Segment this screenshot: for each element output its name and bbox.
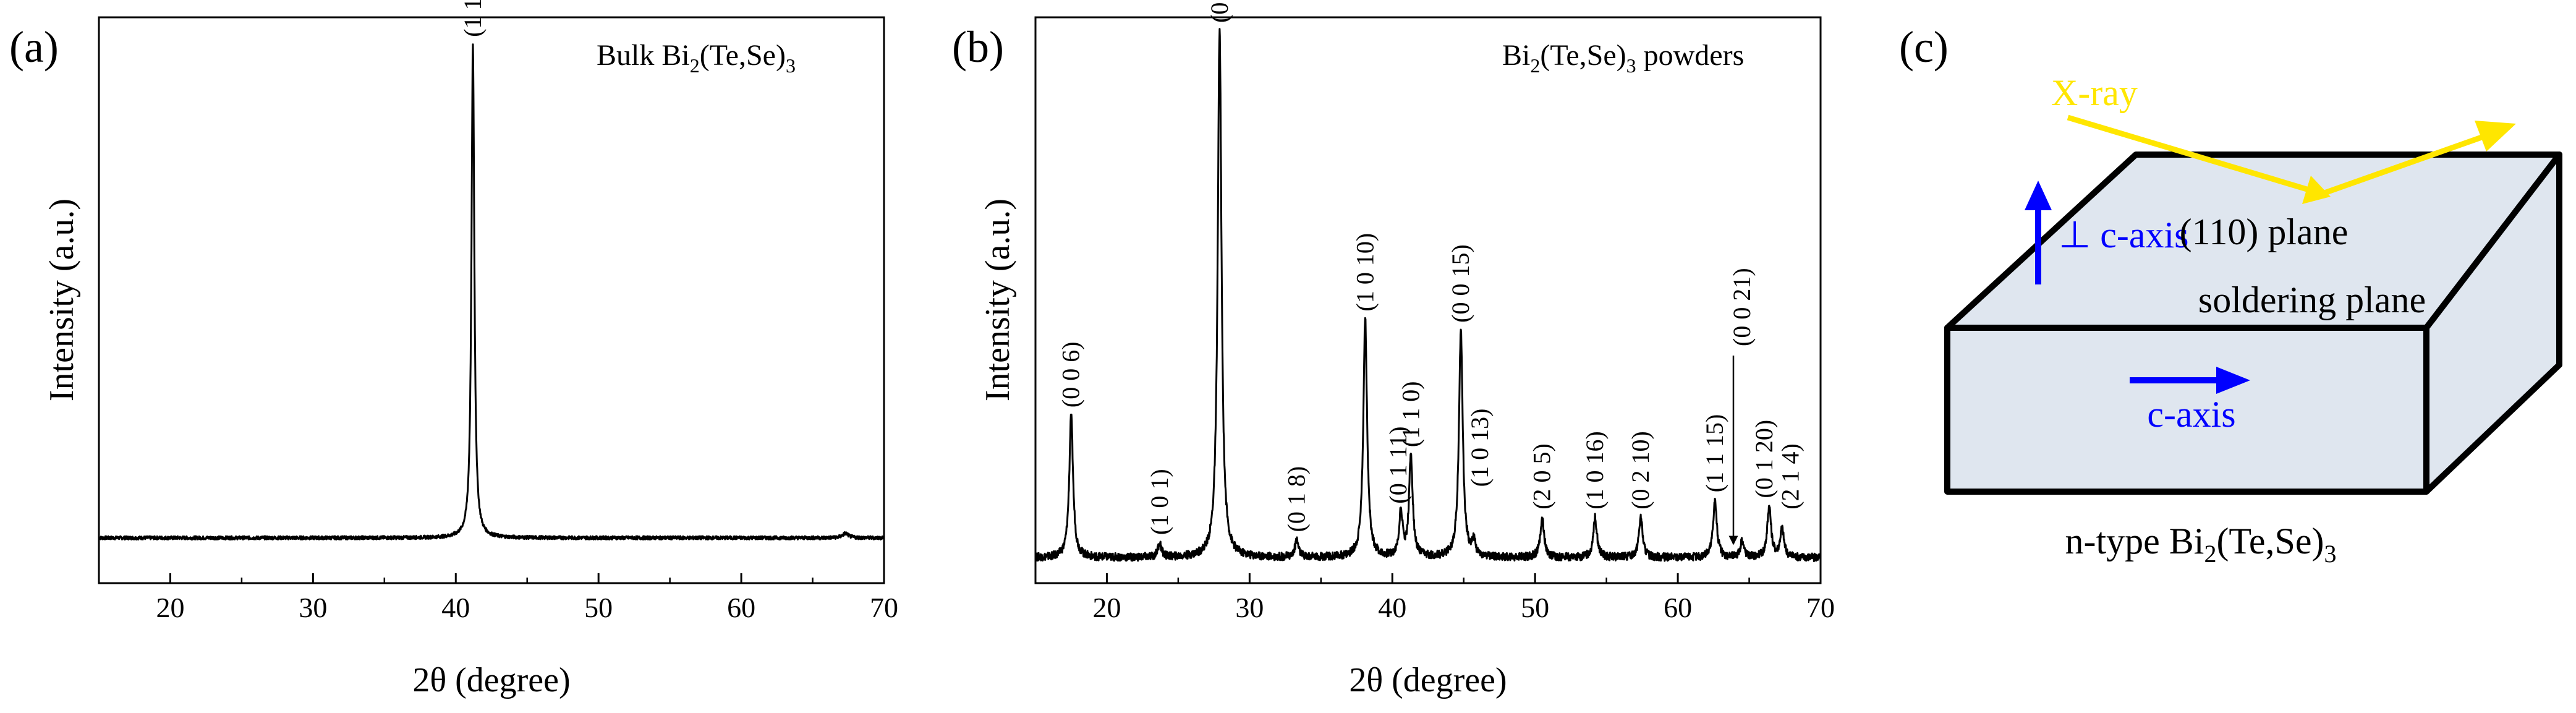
xray-label: X-ray bbox=[2051, 72, 2138, 113]
panel-b-y-axis-title: Intensity (a.u.) bbox=[979, 199, 1017, 401]
x-tick-label: 30 bbox=[299, 592, 327, 623]
block-front-face bbox=[1944, 325, 2429, 495]
peak-label: (0 0 21) bbox=[1728, 268, 1756, 346]
xray-incident-beam bbox=[2067, 114, 2316, 195]
peak-label: (1 0 1) bbox=[1146, 469, 1173, 535]
x-tick-label: 70 bbox=[1806, 592, 1835, 623]
panel-a-x-ticks: 20 30 40 50 60 70 bbox=[98, 573, 898, 623]
panel-b-x-axis-title: 2θ (degree) bbox=[1349, 661, 1507, 699]
panel-b-x-ticks: 20 30 40 50 60 70 bbox=[1034, 573, 1835, 623]
perp-caxis-label: ⊥ c-axis bbox=[2059, 215, 2189, 255]
xray-reflected-arrowhead bbox=[2475, 121, 2516, 152]
panel-b-peak-labels: (0 0 6) (1 0 1) (0 1 5) (0 1 8) (1 0 10) (0 1… bbox=[1057, 0, 1804, 535]
peak-label: (1 1 0) bbox=[1396, 381, 1424, 447]
panel-b-series-line bbox=[1034, 28, 1822, 563]
peak-label: (0 2 10) bbox=[1626, 431, 1654, 510]
x-tick-label: 60 bbox=[727, 592, 755, 623]
x-tick-label: 50 bbox=[1521, 592, 1549, 623]
panel-a-series-line bbox=[98, 43, 885, 540]
peak-label: (1 0 13) bbox=[1466, 409, 1494, 487]
panel-a-annotation: Bulk Bi2(Te,Se)3 bbox=[597, 39, 796, 77]
x-tick-label: 40 bbox=[441, 592, 470, 623]
plane-label: (110) plane bbox=[2180, 211, 2349, 252]
peak-label: (1 0 10) bbox=[1351, 233, 1379, 312]
soldering-plane-label: soldering plane bbox=[2198, 280, 2426, 320]
panel-b-letter: (b) bbox=[952, 22, 1004, 72]
peak-label: (1 1 0) bbox=[459, 0, 487, 37]
panel-a-peak-labels: (1 1 0) bbox=[459, 0, 487, 37]
panel-a-letter: (a) bbox=[9, 22, 59, 72]
x-tick-label: 60 bbox=[1664, 592, 1692, 623]
x-tick-label: 70 bbox=[870, 592, 898, 623]
panel-a-frame bbox=[98, 16, 885, 584]
x-tick-label: 30 bbox=[1235, 592, 1264, 623]
x-tick-label: 20 bbox=[156, 592, 184, 623]
panel-a-x-axis-title: 2θ (degree) bbox=[412, 661, 570, 699]
peak-label: (1 0 16) bbox=[1581, 431, 1609, 510]
peak-label: (0 0 15) bbox=[1447, 244, 1474, 323]
schematic-caption: n-type Bi2(Te,Se)3 bbox=[2065, 521, 2336, 568]
peak-label: (0 1 5) bbox=[1205, 0, 1233, 23]
panel-a: (a) 20 30 40 50 60 70 (1 1 0) Bulk Bi2(Te,Se)… bbox=[9, 0, 898, 699]
x-tick-label: 20 bbox=[1092, 592, 1121, 623]
xray-incident-arrowhead bbox=[2302, 176, 2331, 204]
peak-label: (0 1 20) bbox=[1750, 420, 1778, 498]
peak-label: (1 1 15) bbox=[1701, 414, 1728, 493]
caxis-arrowhead bbox=[2216, 367, 2250, 394]
panel-a-y-axis-title: Intensity (a.u.) bbox=[43, 199, 81, 401]
xray-reflected-beam bbox=[2323, 133, 2486, 196]
peak-label: (0 1 11) bbox=[1384, 426, 1412, 503]
perp-caxis-arrowhead bbox=[2025, 181, 2052, 210]
peak-label: (0 0 6) bbox=[1057, 341, 1085, 408]
panel-c-schematic: (c) X-ray ⊥ c-axis (110) plane soldering… bbox=[1899, 22, 2562, 568]
panel-b-annotation: Bi2(Te,Se)3 powders bbox=[1502, 39, 1744, 77]
peak-label: (2 0 5) bbox=[1528, 443, 1556, 510]
peak-label: (2 1 4) bbox=[1777, 443, 1804, 510]
caxis-label: c-axis bbox=[2147, 394, 2235, 435]
x-tick-label: 40 bbox=[1378, 592, 1406, 623]
panel-c-letter: (c) bbox=[1899, 22, 1949, 72]
panel-b-frame bbox=[1034, 16, 1822, 584]
x-tick-label: 50 bbox=[584, 592, 613, 623]
peak-label: (0 1 8) bbox=[1283, 466, 1311, 532]
